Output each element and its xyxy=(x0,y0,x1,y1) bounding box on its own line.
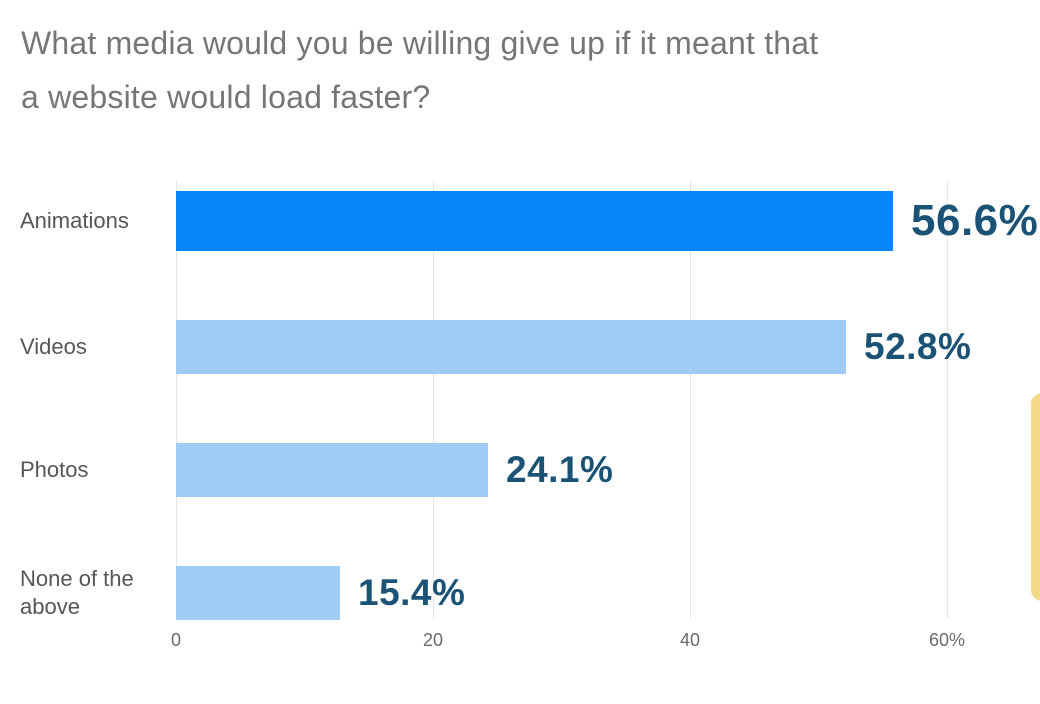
gridline xyxy=(690,181,691,618)
bar-videos xyxy=(176,320,846,374)
chart-title-line-1: What media would you be willing give up … xyxy=(21,25,819,61)
x-axis-tick-40: 40 xyxy=(679,630,701,650)
gridline xyxy=(947,181,948,618)
chart-title-line-2: a website would load faster? xyxy=(21,79,431,115)
x-axis-tick-0: 0 xyxy=(170,630,182,650)
x-axis-tick-60: 60% xyxy=(928,630,966,650)
yellow-edge-element xyxy=(1031,393,1040,601)
value-label: 24.1% xyxy=(506,449,614,490)
value-label: 56.6% xyxy=(911,196,1039,245)
bar-animations xyxy=(176,191,893,251)
gridline xyxy=(176,181,177,618)
bar-none-of-the-above xyxy=(176,566,340,620)
chart-title: What media would you be willing give up … xyxy=(21,16,818,124)
value-label: 15.4% xyxy=(358,572,466,613)
category-label: Videos xyxy=(20,334,87,359)
category-label: Animations xyxy=(20,208,129,233)
x-axis-tick-20: 20 xyxy=(422,630,444,650)
category-label: Photos xyxy=(20,457,89,482)
value-label: 52.8% xyxy=(864,326,972,367)
gridline xyxy=(433,181,434,618)
category-label: None of the above xyxy=(20,566,134,619)
bar-photos xyxy=(176,443,488,497)
